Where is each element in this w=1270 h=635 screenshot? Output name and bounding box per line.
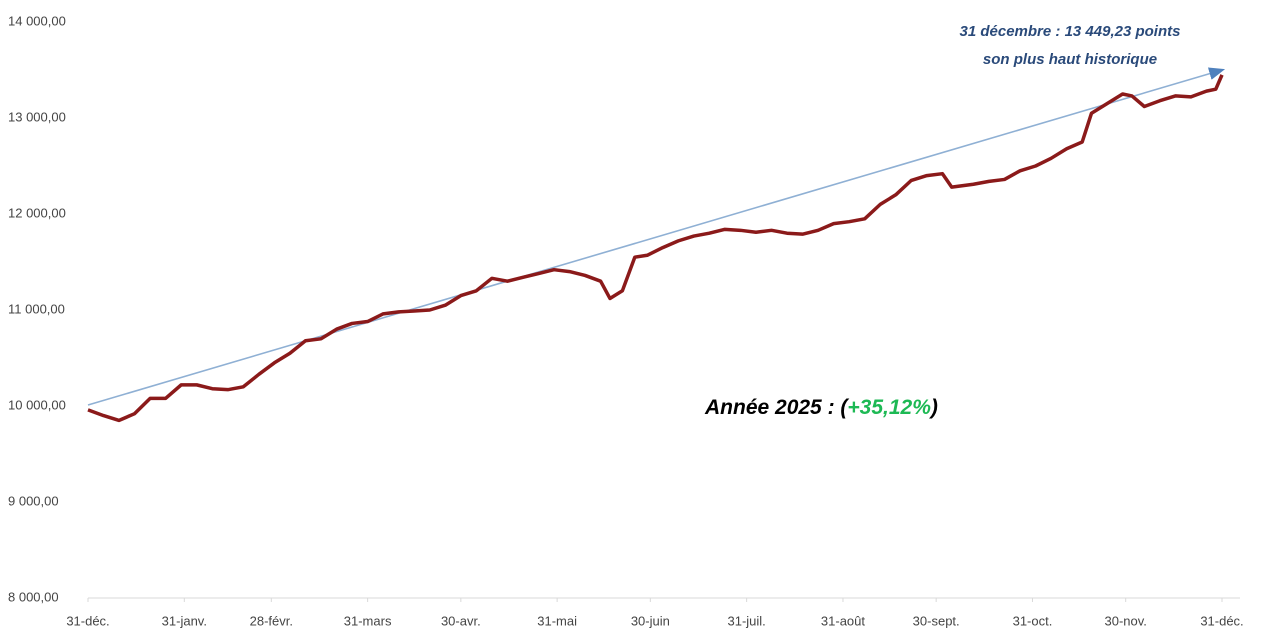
y-tick-label: 11 000,00 [8, 301, 65, 316]
x-tick-label: 28-févr. [250, 613, 293, 628]
x-tick-label: 31-janv. [162, 613, 207, 628]
line [87, 74, 1224, 423]
y-tick-label: 14 000,00 [8, 13, 66, 28]
y-tick-label: 9 000,00 [8, 493, 59, 508]
x-tick-label: 30-sept. [913, 613, 960, 628]
x-tick-label: 31-mai [537, 613, 577, 628]
annotation: son plus haut historique [983, 51, 1157, 68]
x-tick-label: 30-nov. [1104, 613, 1146, 628]
subtitle-suffix: ) [929, 396, 938, 419]
x-tick-label: 31-mars [344, 613, 392, 628]
subtitle: Année 2025 : (+35,12%) [704, 396, 938, 419]
subtitle-prefix: Année 2025 : ( [704, 396, 849, 419]
x-tick-label: 31-déc. [66, 613, 109, 628]
x-tick-label: 31-août [821, 613, 865, 628]
x-tick-label: 31-oct. [1013, 613, 1053, 628]
subtitle-highlight: +35,12% [847, 396, 931, 419]
y-tick-label: 13 000,00 [8, 109, 66, 124]
annotation: 31 décembre : 13 449,23 points [960, 23, 1181, 40]
y-tick-label: 12 000,00 [8, 205, 66, 220]
x-tick-label: 31-déc. [1200, 613, 1243, 628]
x-tick-label: 31-juil. [728, 613, 766, 628]
y-tick-label: 10 000,00 [8, 397, 66, 412]
trend-arrow [87, 67, 1226, 406]
x-tick-label: 30-avr. [441, 613, 481, 628]
y-tick-label: 8 000,00 [8, 589, 59, 604]
x-tick-label: 30-juin [631, 613, 670, 628]
